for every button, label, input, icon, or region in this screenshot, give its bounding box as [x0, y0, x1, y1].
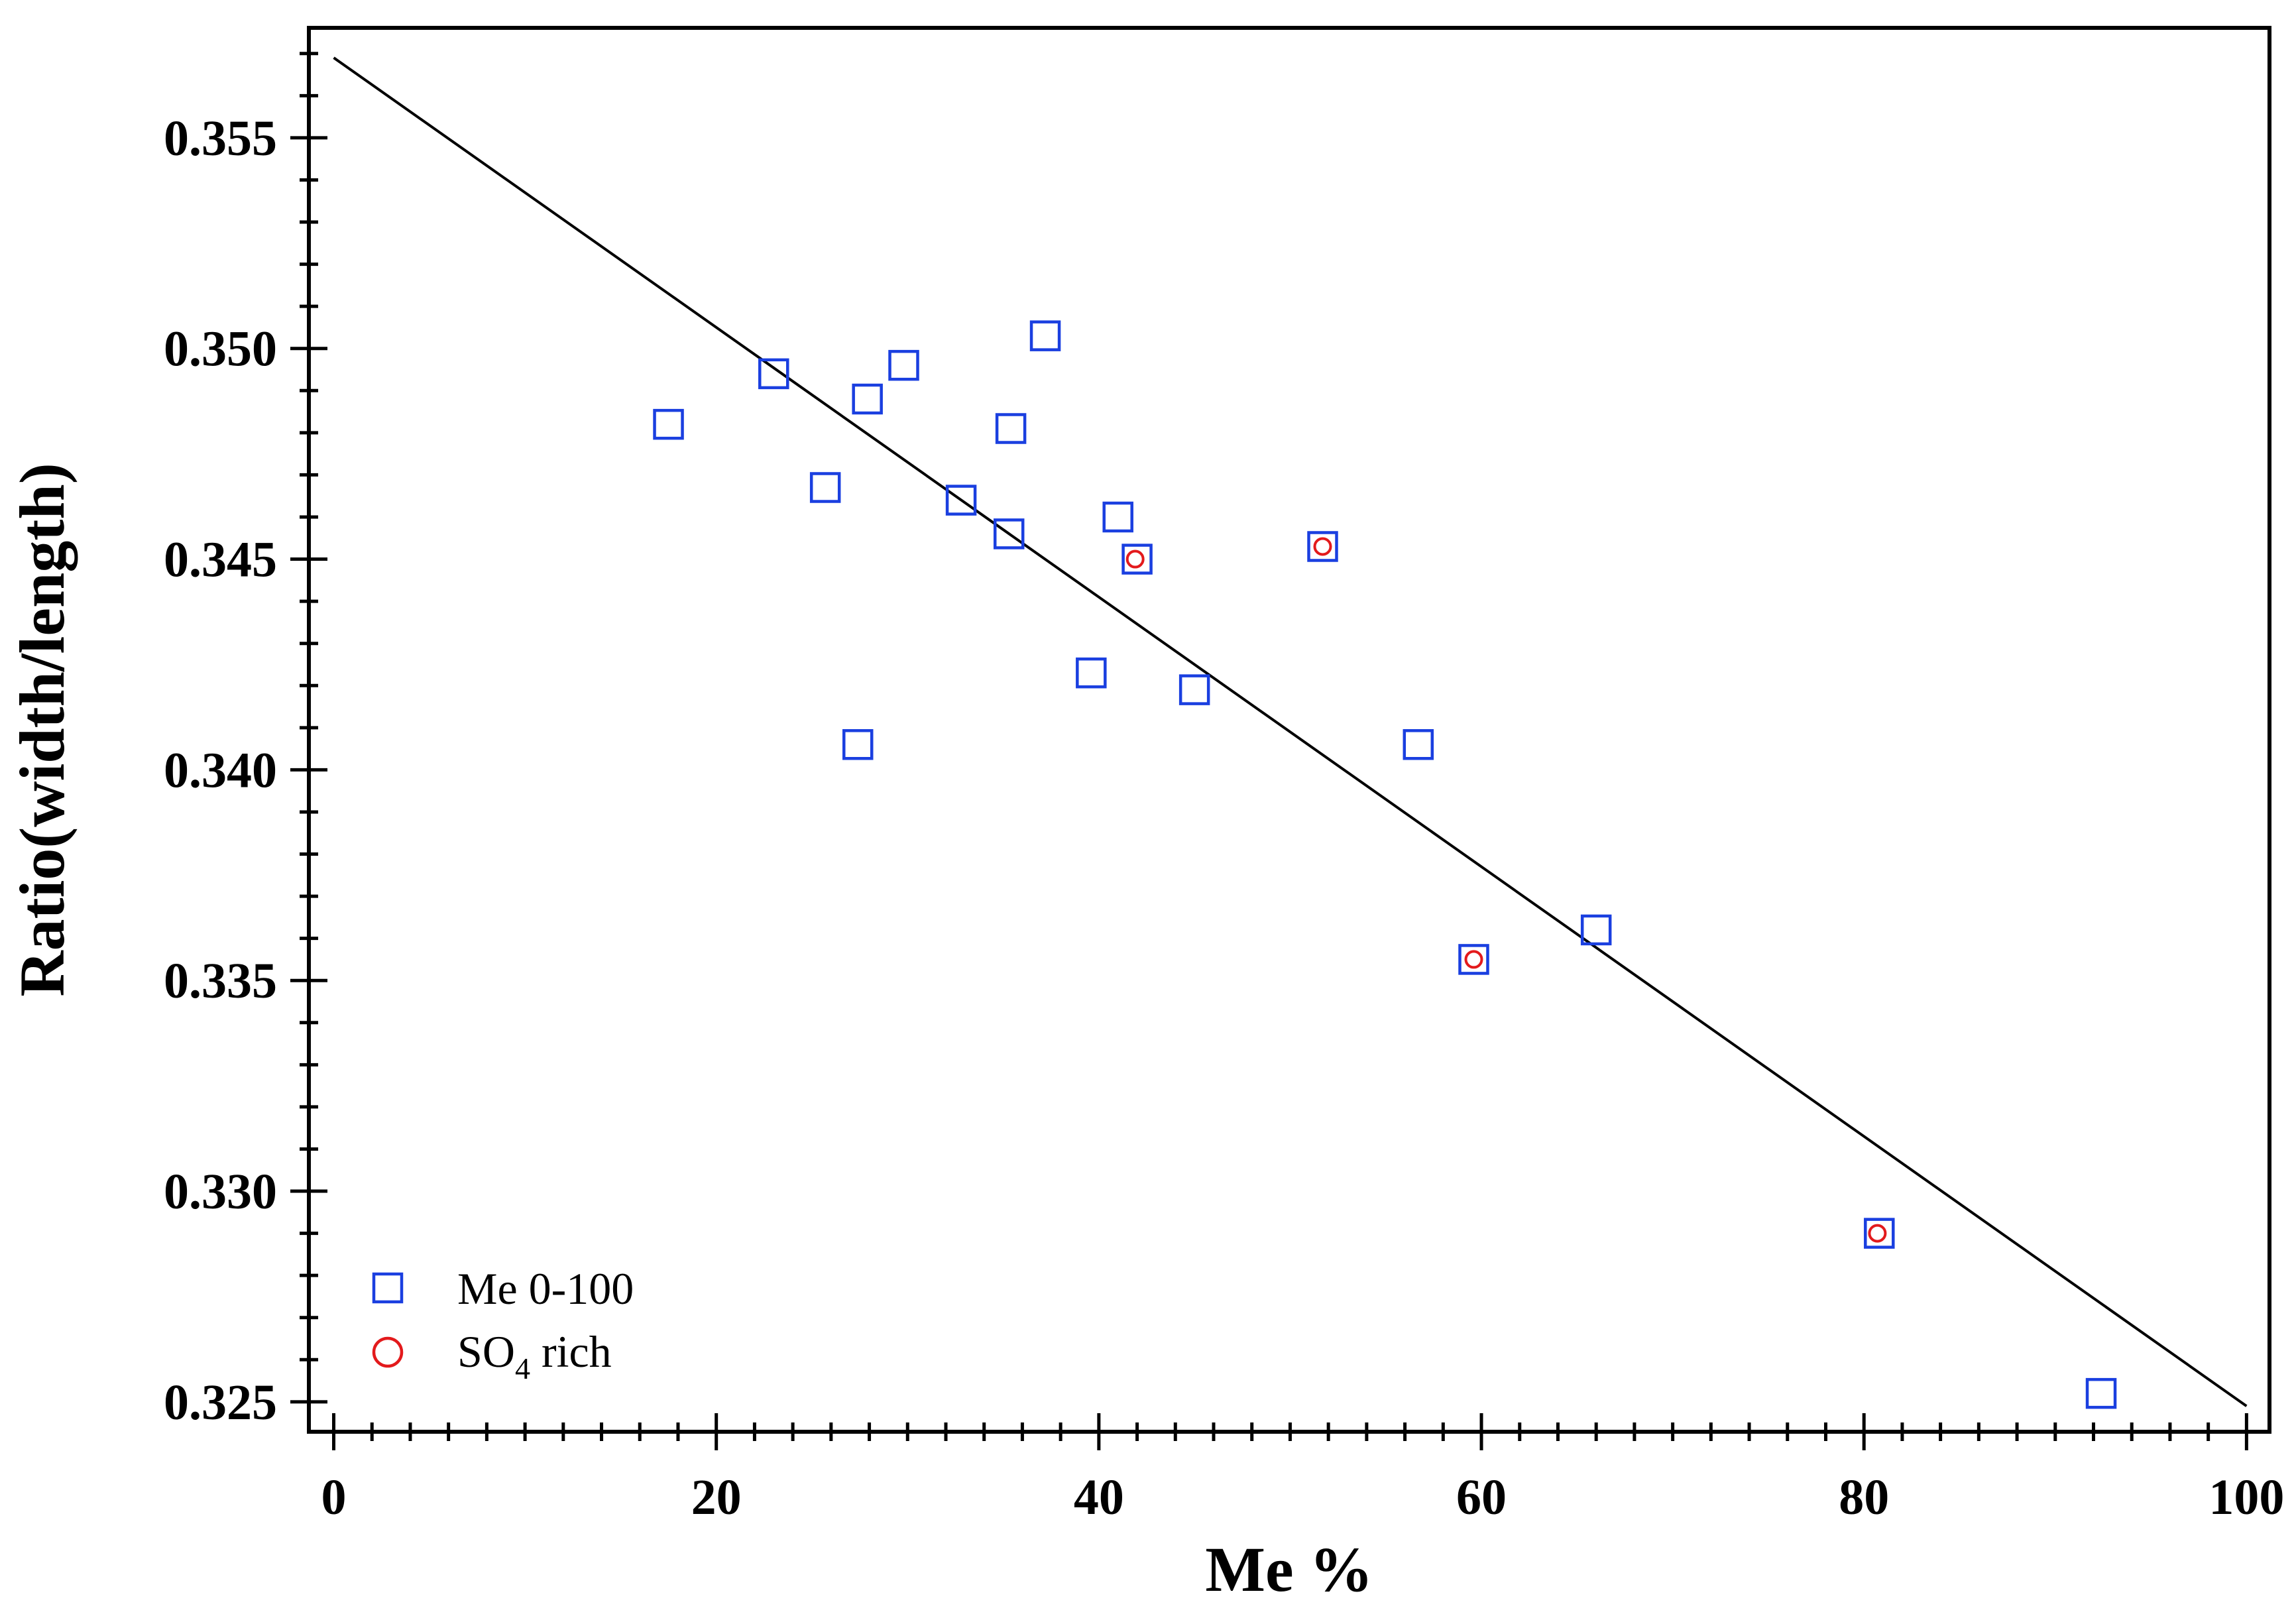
data-point-square [995, 413, 1027, 444]
y-tick-label: 0.330 [164, 1164, 277, 1220]
x-tick-label: 20 [691, 1470, 742, 1525]
y-axis-tick-labels: 0.325 0.330 0.335 0.340 0.345 0.350 0.355 [164, 111, 277, 1430]
data-point-square [888, 349, 919, 381]
regression-line [333, 56, 2248, 1407]
y-tick-label: 0.355 [164, 111, 277, 166]
y-tick-label: 0.340 [164, 742, 277, 798]
data-point-square [993, 518, 1025, 550]
legend-label-so4-suffix: rich [530, 1326, 612, 1377]
legend: Me 0-100 SO4 rich [372, 1263, 634, 1385]
legend-label-me: Me 0-100 [457, 1263, 634, 1314]
x-axis-tick-labels: 0 20 40 60 80 100 [321, 1470, 2285, 1525]
data-point-square [1178, 674, 1210, 705]
data-point-square [758, 358, 789, 390]
data-point-circle [1313, 537, 1332, 556]
y-axis-ticks [290, 52, 327, 1404]
x-tick-label: 60 [1456, 1470, 1507, 1525]
data-point-circle [1464, 950, 1483, 969]
data-point-square [842, 728, 874, 760]
x-tick-label: 100 [2209, 1470, 2284, 1525]
data-point-circle [1125, 550, 1145, 569]
data-point-square [1029, 320, 1061, 351]
y-tick-label: 0.325 [164, 1375, 277, 1430]
y-tick-label: 0.345 [164, 532, 277, 588]
data-point-square [1121, 544, 1153, 575]
data-point-square [945, 485, 977, 516]
legend-marker-square [372, 1272, 404, 1304]
data-points [653, 320, 2117, 1409]
legend-marker-circle [372, 1336, 404, 1368]
data-point-square [1307, 531, 1338, 562]
y-tick-label: 0.350 [164, 321, 277, 377]
y-tick-label: 0.335 [164, 953, 277, 1009]
legend-label-so4-subscript: 4 [515, 1352, 530, 1385]
data-point-square [852, 383, 883, 415]
x-tick-label: 0 [321, 1470, 347, 1525]
data-point-square [1403, 728, 1434, 760]
x-axis-title: Me % [1205, 1534, 1373, 1605]
data-point-square [2085, 1377, 2117, 1409]
data-point-square [1580, 914, 1612, 946]
data-point-square [1102, 501, 1133, 533]
data-point-circle [1868, 1224, 1887, 1243]
data-point-square [1458, 944, 1489, 975]
data-point-square [1864, 1218, 1895, 1249]
x-axis-ticks [332, 1413, 2248, 1450]
x-tick-label: 80 [1839, 1470, 1889, 1525]
data-point-square [809, 472, 841, 503]
data-point-square [653, 408, 684, 440]
data-point-square [1076, 657, 1107, 689]
x-tick-label: 40 [1074, 1470, 1124, 1525]
legend-label-so4-base: SO [457, 1326, 515, 1377]
legend-label-so4: SO4 rich [457, 1326, 612, 1385]
y-axis-title: Ratio(width/length) [7, 463, 78, 996]
